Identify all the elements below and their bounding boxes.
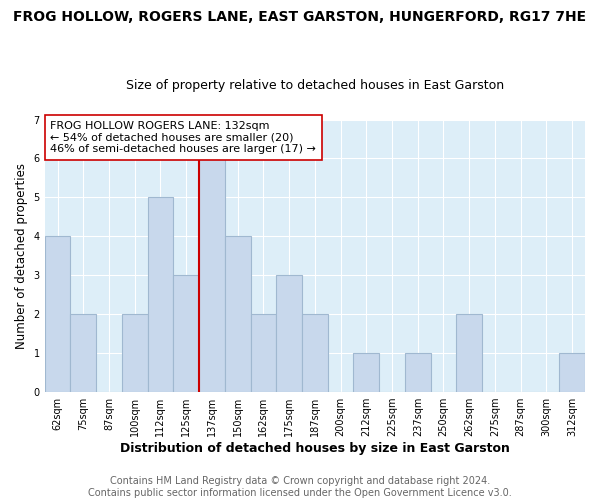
Bar [405,353,431,392]
Title: Size of property relative to detached houses in East Garston: Size of property relative to detached ho… [126,79,504,92]
Bar [559,353,585,392]
Bar [225,236,251,392]
Bar [148,198,173,392]
Text: FROG HOLLOW ROGERS LANE: 132sqm
← 54% of detached houses are smaller (20)
46% of: FROG HOLLOW ROGERS LANE: 132sqm ← 54% of… [50,121,316,154]
Bar [276,276,302,392]
X-axis label: Distribution of detached houses by size in East Garston: Distribution of detached houses by size … [120,442,510,455]
Y-axis label: Number of detached properties: Number of detached properties [15,163,28,349]
Bar [44,236,70,392]
Text: FROG HOLLOW, ROGERS LANE, EAST GARSTON, HUNGERFORD, RG17 7HE: FROG HOLLOW, ROGERS LANE, EAST GARSTON, … [13,10,587,24]
Bar [173,276,199,392]
Bar [457,314,482,392]
Bar [199,158,225,392]
Bar [251,314,276,392]
Bar [302,314,328,392]
Bar [70,314,96,392]
Bar [353,353,379,392]
Text: Contains HM Land Registry data © Crown copyright and database right 2024.
Contai: Contains HM Land Registry data © Crown c… [88,476,512,498]
Bar [122,314,148,392]
